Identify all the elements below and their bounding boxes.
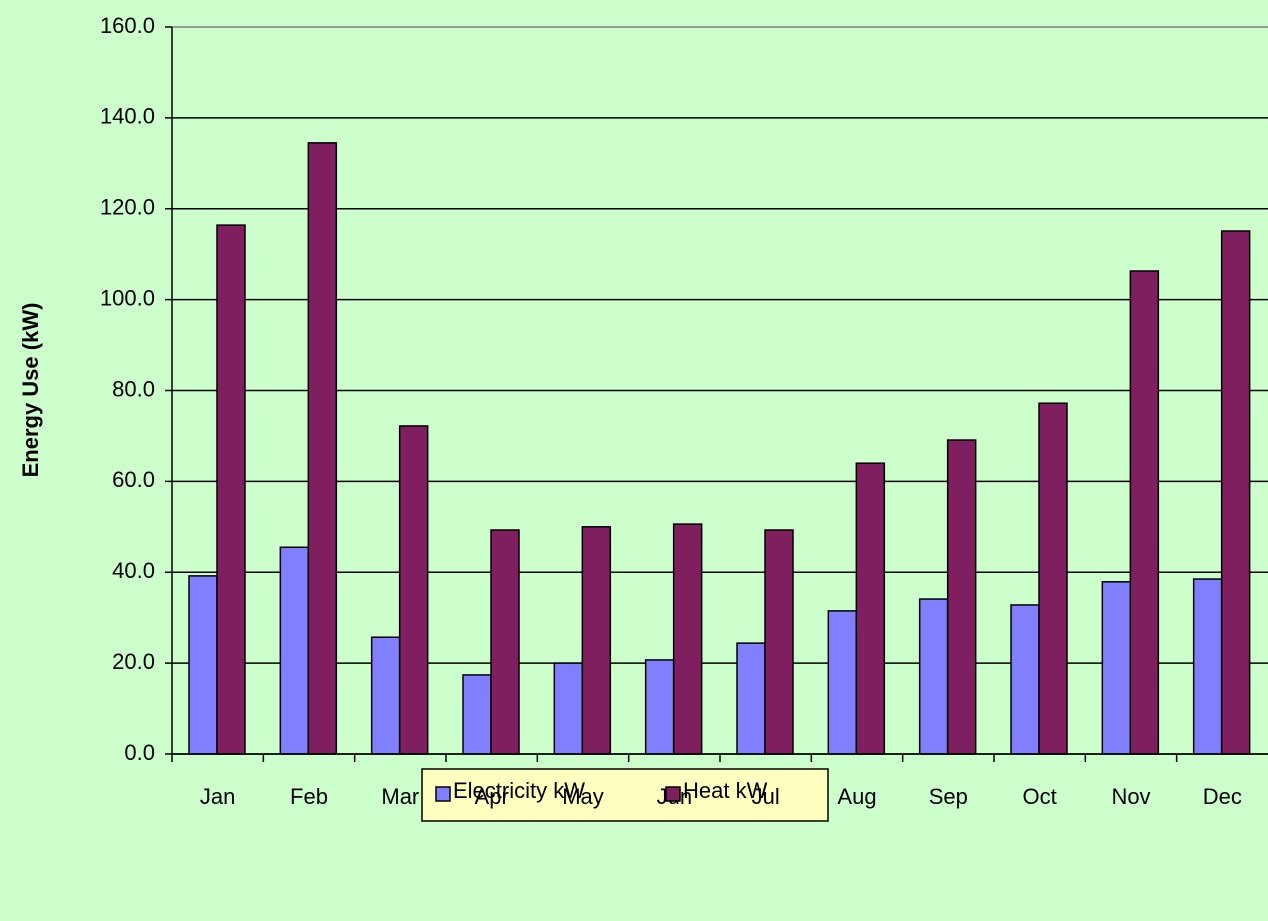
- bar: [462, 674, 492, 755]
- x-tick-label: Dec: [1203, 784, 1242, 809]
- y-tick-label: 60.0: [112, 467, 155, 492]
- y-tick-label: 100.0: [100, 285, 155, 310]
- legend-swatch: [665, 786, 681, 802]
- bar: [855, 462, 886, 755]
- bar: [1010, 604, 1040, 755]
- x-tick-label: Jul: [752, 784, 780, 809]
- bar: [946, 439, 977, 755]
- bar: [1129, 270, 1160, 755]
- y-tick-label: 80.0: [112, 376, 155, 401]
- x-tick-label: Jan: [200, 784, 235, 809]
- x-tick-label: Nov: [1111, 784, 1150, 809]
- bar: [827, 610, 858, 755]
- bar: [188, 575, 218, 755]
- bar: [307, 142, 338, 755]
- x-tick-label: Mar: [381, 784, 419, 809]
- bar: [553, 662, 584, 755]
- x-tick-label: Aug: [837, 784, 876, 809]
- y-tick-label: 140.0: [100, 104, 155, 129]
- bar: [736, 642, 766, 755]
- bar: [216, 224, 246, 755]
- y-axis-label: Energy Use (kW): [18, 303, 43, 478]
- bar: [1192, 578, 1223, 755]
- bar: [644, 659, 675, 755]
- y-tick-label: 120.0: [100, 195, 155, 220]
- y-tick-label: 20.0: [112, 649, 155, 674]
- bar: [398, 425, 429, 755]
- legend: [421, 768, 829, 822]
- x-tick-label: Feb: [290, 784, 328, 809]
- bar: [279, 546, 310, 755]
- bar: [490, 529, 520, 755]
- y-tick-label: 160.0: [100, 13, 155, 38]
- legend-swatch: [435, 786, 451, 802]
- bar: [1101, 581, 1132, 755]
- bar: [764, 529, 794, 755]
- x-tick-label: Apr: [475, 784, 509, 809]
- bar: [672, 523, 703, 755]
- legend-label: Heat kW: [683, 778, 768, 803]
- x-tick-label: Sep: [929, 784, 968, 809]
- bar: [581, 526, 612, 755]
- bar: [1038, 402, 1068, 755]
- bar: [370, 636, 401, 755]
- y-tick-label: 0.0: [124, 740, 155, 765]
- bar: [1220, 230, 1251, 755]
- x-tick-label: Oct: [1023, 784, 1057, 809]
- y-tick-label: 40.0: [112, 558, 155, 583]
- x-tick-label: May: [562, 784, 604, 809]
- legend-label: Electricity kW: [453, 778, 585, 803]
- bar: [918, 598, 949, 755]
